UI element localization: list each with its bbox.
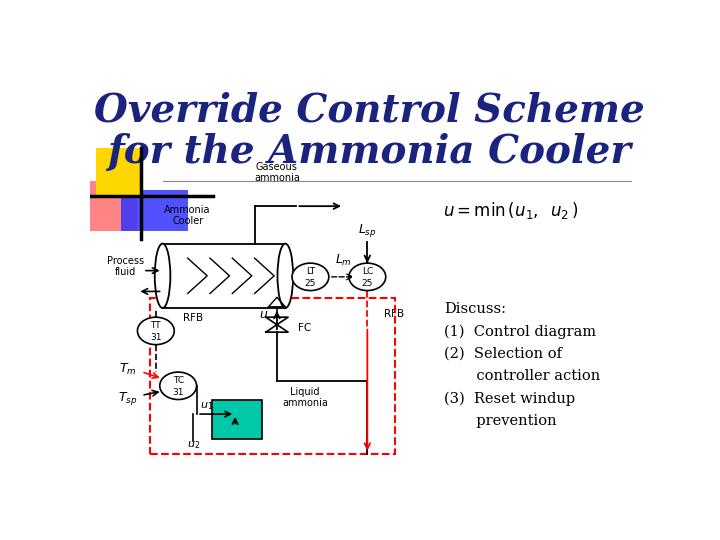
Text: 31: 31 [172, 388, 184, 396]
Text: 31: 31 [150, 333, 161, 342]
Bar [150, 298, 395, 454]
Text: $u = \mathrm{min}\,(u_1,\;\; u_2\,)$: $u = \mathrm{min}\,(u_1,\;\; u_2\,)$ [444, 200, 579, 221]
Text: $L_{sp}$: $L_{sp}$ [358, 222, 377, 239]
Text: $u_1$: $u_1$ [200, 401, 214, 413]
Text: $L_m$: $L_m$ [336, 253, 352, 268]
Text: LC: LC [361, 267, 373, 276]
Text: $u$: $u$ [259, 308, 269, 321]
Text: 25: 25 [305, 279, 316, 288]
Text: Liquid
ammonia: Liquid ammonia [282, 387, 328, 408]
Text: Override Control Scheme: Override Control Scheme [94, 92, 644, 130]
Text: for the Ammonia Cooler: for the Ammonia Cooler [107, 133, 631, 171]
Text: LT: LT [306, 267, 315, 276]
Text: $u_2$: $u_2$ [186, 440, 200, 451]
Text: Ammonia
Cooler: Ammonia Cooler [164, 205, 211, 226]
Text: $T_m$: $T_m$ [120, 362, 137, 377]
Text: RFB: RFB [183, 313, 203, 323]
Text: $T_{sp}$: $T_{sp}$ [118, 390, 138, 407]
Circle shape [138, 317, 174, 345]
Text: Discuss:
(1)  Control diagram
(2)  Selection of
       controller action
(3)  Re: Discuss: (1) Control diagram (2) Selecti… [444, 302, 600, 428]
Circle shape [160, 372, 197, 400]
Text: Process
fluid: Process fluid [107, 255, 144, 277]
Ellipse shape [277, 244, 293, 308]
Text: TC: TC [173, 376, 184, 386]
Text: 25: 25 [361, 279, 373, 288]
Circle shape [292, 263, 329, 291]
Text: RFB: RFB [384, 309, 404, 319]
Circle shape [349, 263, 386, 291]
Text: TT: TT [150, 321, 161, 330]
Bar [96, 148, 143, 198]
Bar [163, 244, 285, 308]
Bar [212, 400, 262, 439]
Bar [121, 190, 188, 231]
Ellipse shape [155, 244, 171, 308]
Bar [90, 181, 138, 231]
Text: Gaseous
ammonia: Gaseous ammonia [254, 161, 300, 183]
Text: FC: FC [297, 322, 311, 333]
